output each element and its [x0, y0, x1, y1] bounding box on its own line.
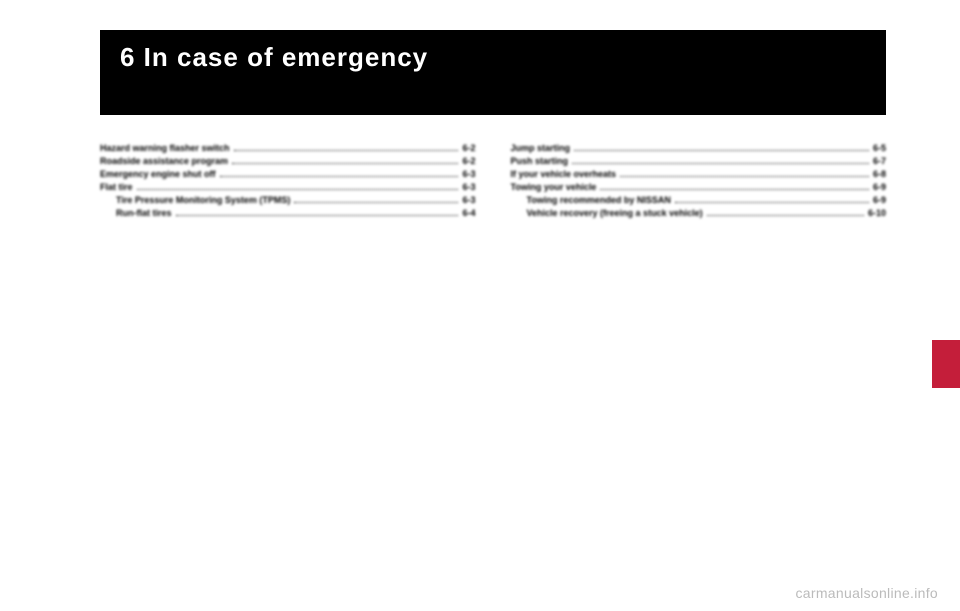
- toc-entry: Tire Pressure Monitoring System (TPMS) 6…: [100, 195, 476, 205]
- toc-dots: [600, 189, 869, 190]
- toc-dots: [137, 189, 459, 190]
- section-tab: [932, 340, 960, 388]
- toc-dots: [574, 150, 869, 151]
- chapter-header: 6 In case of emergency: [100, 30, 886, 115]
- toc-dots: [234, 150, 459, 151]
- toc-dots: [620, 176, 869, 177]
- toc-container: Hazard warning flasher switch 6-2 Roadsi…: [100, 143, 886, 221]
- toc-dots: [294, 202, 458, 203]
- toc-label: Run-flat tires: [116, 208, 172, 218]
- toc-entry: Jump starting 6-5: [511, 143, 887, 153]
- toc-page: 6-5: [873, 143, 886, 153]
- toc-dots: [220, 176, 459, 177]
- page-container: 6 In case of emergency Hazard warning fl…: [0, 0, 960, 611]
- toc-entry: If your vehicle overheats 6-8: [511, 169, 887, 179]
- toc-entry: Vehicle recovery (freeing a stuck vehicl…: [511, 208, 887, 218]
- toc-left-column: Hazard warning flasher switch 6-2 Roadsi…: [100, 143, 476, 221]
- toc-entry: Push starting 6-7: [511, 156, 887, 166]
- toc-page: 6-7: [873, 156, 886, 166]
- toc-label: Towing recommended by NISSAN: [527, 195, 671, 205]
- toc-entry: Flat tire 6-3: [100, 182, 476, 192]
- toc-dots: [176, 215, 459, 216]
- toc-dots: [675, 202, 869, 203]
- toc-entry: Towing your vehicle 6-9: [511, 182, 887, 192]
- toc-label: Tire Pressure Monitoring System (TPMS): [116, 195, 290, 205]
- toc-label: Push starting: [511, 156, 569, 166]
- toc-label: Roadside assistance program: [100, 156, 228, 166]
- toc-label: Vehicle recovery (freeing a stuck vehicl…: [527, 208, 703, 218]
- toc-entry: Emergency engine shut off 6-3: [100, 169, 476, 179]
- toc-entry: Roadside assistance program 6-2: [100, 156, 476, 166]
- toc-page: 6-2: [462, 156, 475, 166]
- watermark-text: carmanualsonline.info: [796, 585, 939, 601]
- toc-entry: Run-flat tires 6-4: [100, 208, 476, 218]
- toc-page: 6-2: [462, 143, 475, 153]
- toc-dots: [232, 163, 458, 164]
- toc-page: 6-3: [462, 195, 475, 205]
- toc-label: Jump starting: [511, 143, 571, 153]
- toc-label: Hazard warning flasher switch: [100, 143, 230, 153]
- toc-dots: [572, 163, 869, 164]
- toc-page: 6-4: [462, 208, 475, 218]
- toc-right-column: Jump starting 6-5 Push starting 6-7 If y…: [511, 143, 887, 221]
- toc-label: Emergency engine shut off: [100, 169, 216, 179]
- toc-page: 6-3: [462, 182, 475, 192]
- toc-entry: Hazard warning flasher switch 6-2: [100, 143, 476, 153]
- toc-page: 6-9: [873, 195, 886, 205]
- chapter-title: 6 In case of emergency: [120, 42, 866, 73]
- toc-page: 6-3: [462, 169, 475, 179]
- toc-entry: Towing recommended by NISSAN 6-9: [511, 195, 887, 205]
- toc-page: 6-8: [873, 169, 886, 179]
- toc-label: Towing your vehicle: [511, 182, 597, 192]
- toc-dots: [707, 215, 864, 216]
- toc-page: 6-10: [868, 208, 886, 218]
- toc-label: Flat tire: [100, 182, 133, 192]
- toc-page: 6-9: [873, 182, 886, 192]
- toc-label: If your vehicle overheats: [511, 169, 617, 179]
